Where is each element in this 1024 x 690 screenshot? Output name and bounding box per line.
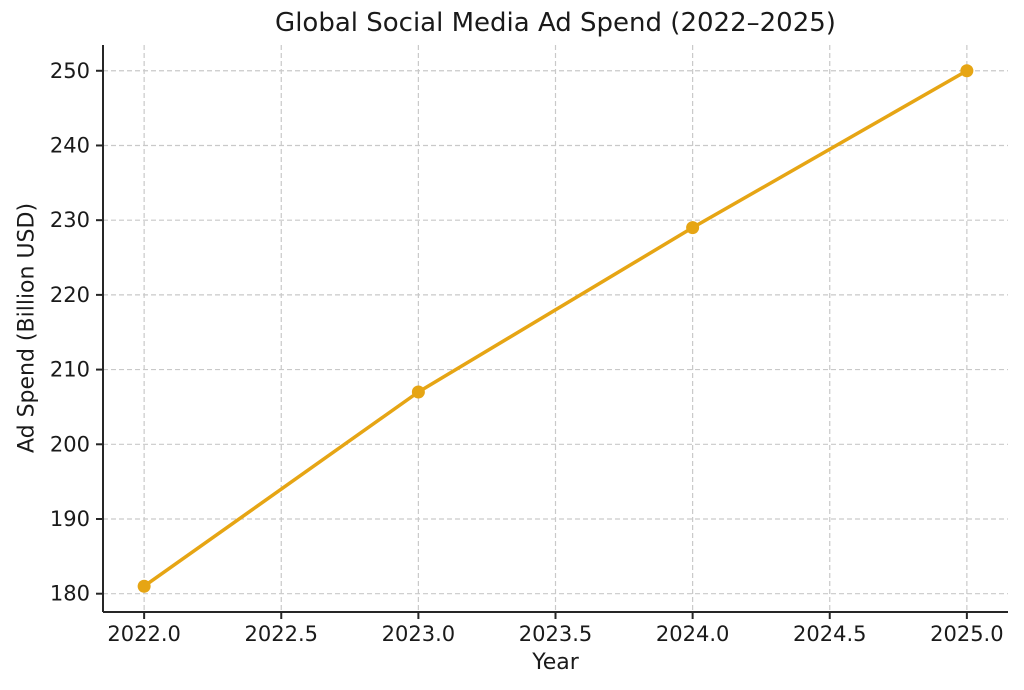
y-tick-label: 250 bbox=[50, 59, 90, 83]
y-tick-label: 230 bbox=[50, 208, 90, 232]
x-tick-label: 2022.5 bbox=[245, 622, 318, 646]
data-point bbox=[960, 64, 974, 78]
series-line bbox=[142, 69, 969, 588]
y-tick-label: 240 bbox=[50, 133, 90, 157]
axes-layer: 2022.0 2022.5 2023.0 2023.5 2024.0 2024.5 2025… bbox=[50, 45, 1008, 646]
x-tick-label: 2023.5 bbox=[519, 622, 592, 646]
x-tick-label: 2024.5 bbox=[793, 622, 866, 646]
x-tick-label: 2025.0 bbox=[930, 622, 1003, 646]
x-tick-label: 2022.0 bbox=[107, 622, 180, 646]
x-axis-label: Year bbox=[532, 650, 579, 675]
y-tick-label: 190 bbox=[50, 507, 90, 531]
x-tick-label: 2023.0 bbox=[382, 622, 455, 646]
grid-layer bbox=[103, 45, 1008, 612]
y-tick-label: 200 bbox=[50, 432, 90, 456]
data-point bbox=[686, 221, 700, 235]
data-point bbox=[411, 385, 425, 399]
y-tick-label: 180 bbox=[50, 582, 90, 606]
chart-title: Global Social Media Ad Spend (2022–2025) bbox=[275, 8, 836, 38]
y-tick-label: 210 bbox=[50, 358, 90, 382]
data-point bbox=[137, 579, 151, 593]
x-tick-label: 2024.0 bbox=[656, 622, 729, 646]
y-tick-label: 220 bbox=[50, 283, 90, 307]
